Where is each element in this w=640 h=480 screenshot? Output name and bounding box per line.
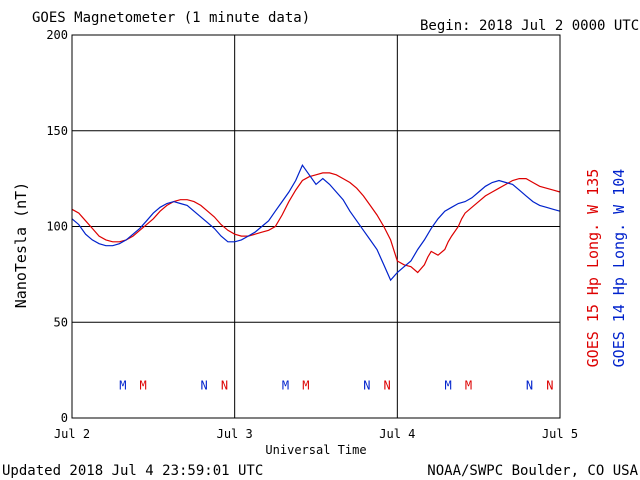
data-source: NOAA/SWPC Boulder, CO USA: [427, 463, 638, 479]
y-tick-label: 200: [46, 28, 68, 42]
x-tick-label: Jul 5: [542, 427, 578, 441]
y-tick-label: 150: [46, 124, 68, 138]
y-tick-label: 100: [46, 220, 68, 234]
series-line-goes14: [71, 163, 561, 282]
y-tick-label: 0: [61, 411, 68, 425]
x-tick-label: Jul 3: [217, 427, 253, 441]
plot-frame: [71, 34, 561, 419]
midnight-marker: M: [445, 378, 452, 392]
updated-time: Updated 2018 Jul 4 23:59:01 UTC: [2, 463, 263, 479]
x-tick-label: Jul 2: [54, 427, 90, 441]
begin-time: Begin: 2018 Jul 2 0000 UTC: [420, 18, 639, 34]
midnight-marker: M: [302, 378, 309, 392]
noon-marker: N: [221, 378, 228, 392]
y-axis-label: NanoTesla (nT): [12, 182, 30, 308]
data-series: [71, 163, 561, 282]
noon-marker: N: [201, 378, 208, 392]
y-tick-labels: 0 50 100 150 200: [46, 28, 68, 425]
x-tick-label: Jul 4: [379, 427, 415, 441]
x-axis-label: Universal Time: [265, 443, 366, 457]
midnight-marker: M: [465, 378, 472, 392]
series-line-goes15: [71, 172, 561, 274]
midnight-marker: M: [140, 378, 147, 392]
chart-title: GOES Magnetometer (1 minute data): [32, 10, 310, 26]
y-tick-label: 50: [54, 315, 68, 329]
legend-goes14: GOES 14 Hp Long. W 104: [610, 169, 628, 368]
x-tick-labels: Jul 2 Jul 3 Jul 4 Jul 5: [54, 427, 578, 441]
midnight-marker: M: [119, 378, 126, 392]
noon-marker: N: [384, 378, 391, 392]
noon-marker: N: [526, 378, 533, 392]
noon-marker: N: [546, 378, 553, 392]
noon-marker: N: [363, 378, 370, 392]
midnight-marker: M: [282, 378, 289, 392]
legend-goes15: GOES 15 Hp Long. W 135: [584, 169, 602, 368]
